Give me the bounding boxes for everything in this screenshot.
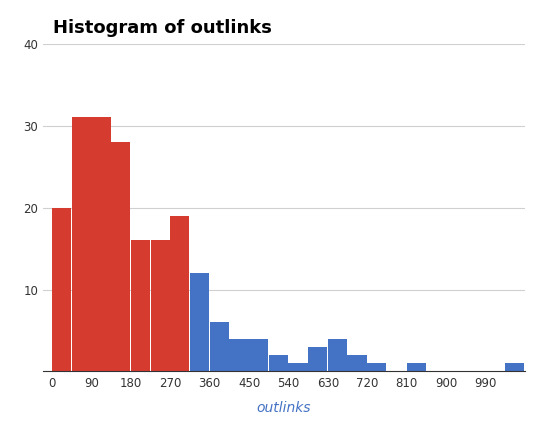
Bar (407, 363, 426, 371)
X-axis label: outlinks: outlinks (257, 401, 311, 415)
Bar (209, 323, 229, 371)
Bar (347, 355, 367, 371)
Bar (52, 208, 71, 371)
Bar (328, 339, 347, 371)
Bar (150, 240, 170, 371)
Bar (72, 118, 91, 371)
Text: Histogram of outlinks: Histogram of outlinks (53, 19, 272, 37)
Bar (111, 142, 130, 371)
Bar (505, 363, 524, 371)
Bar (170, 216, 189, 371)
Bar (190, 273, 209, 371)
Bar (288, 363, 308, 371)
Bar (367, 363, 386, 371)
Bar (131, 240, 150, 371)
Bar (269, 355, 288, 371)
Bar (249, 339, 268, 371)
Bar (308, 347, 327, 371)
Bar (91, 118, 111, 371)
Bar (229, 339, 248, 371)
